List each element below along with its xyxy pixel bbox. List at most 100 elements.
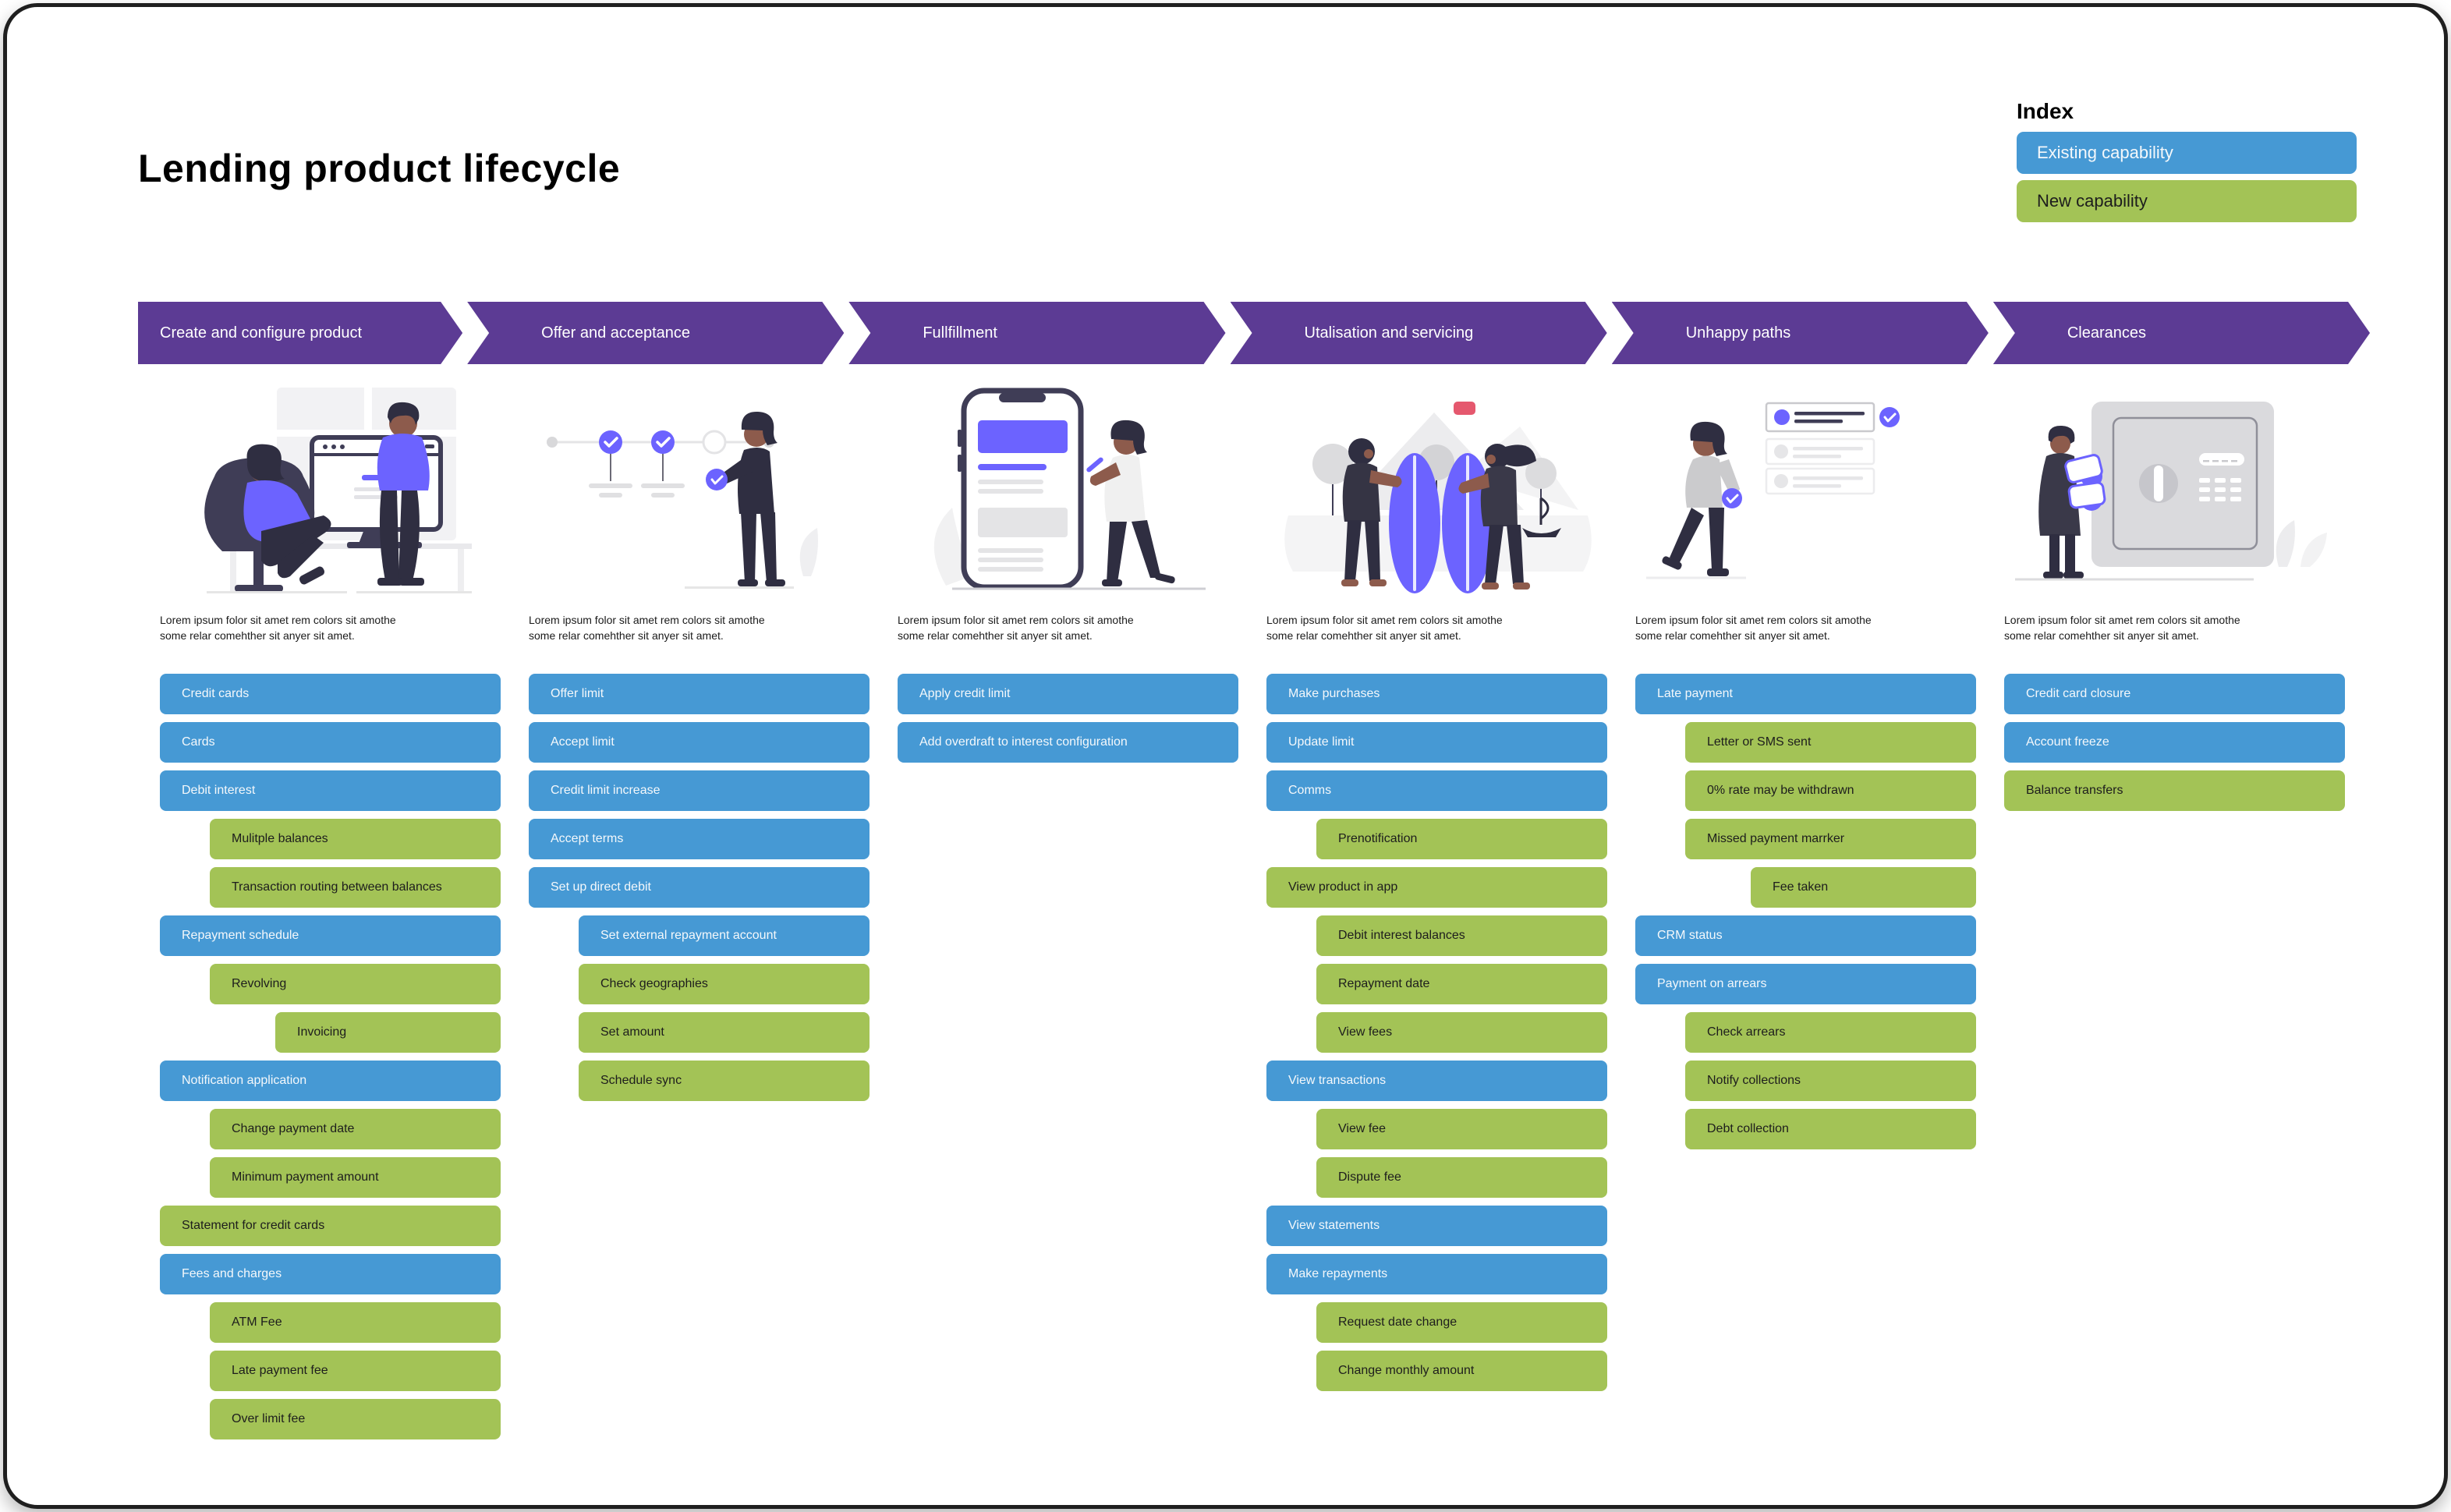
capability-box: Revolving bbox=[210, 964, 501, 1004]
phase-column-offer-acceptance: Lorem ipsum folor sit amet rem colors si… bbox=[529, 381, 870, 1439]
person-at-giant-phone-illustration bbox=[898, 381, 1238, 600]
phase-description: Lorem ipsum folor sit amet rem colors si… bbox=[529, 614, 765, 642]
person-with-timeline-checkpoints-illustration bbox=[529, 381, 870, 600]
capability-list: Apply credit limit Add overdraft to inter… bbox=[898, 674, 1238, 763]
capability-list: Offer limit Accept limit Credit limit incr… bbox=[529, 674, 870, 1101]
phase-description: Lorem ipsum folor sit amet rem colors si… bbox=[898, 614, 1134, 642]
capability-box: View product in app bbox=[1266, 867, 1607, 908]
phase-column-create-configure: Lorem ipsum folor sit amet rem colors si… bbox=[160, 381, 501, 1439]
index-legend-title: Index bbox=[2017, 99, 2074, 123]
capability-box: Debit interest balances bbox=[1316, 915, 1607, 956]
person-with-checklist-illustration bbox=[1635, 381, 1976, 600]
capability-box: Notification application bbox=[160, 1061, 501, 1101]
capability-box: Make purchases bbox=[1266, 674, 1607, 714]
phase-column-utilisation-servicing: Lorem ipsum folor sit amet rem colors si… bbox=[1266, 381, 1607, 1439]
index-legend: Index Existing capability New capability bbox=[2017, 99, 2357, 228]
capability-box: View transactions bbox=[1266, 1061, 1607, 1101]
phase-band: Create and configure product Offer and a… bbox=[138, 302, 2370, 364]
phase-label: Unhappy paths bbox=[1685, 324, 1791, 342]
phase-label: Utalisation and servicing bbox=[1304, 324, 1474, 342]
capability-box: Accept limit bbox=[529, 722, 870, 763]
capability-box: Debt collection bbox=[1685, 1109, 1976, 1149]
diagram-canvas: Lending product lifecycle Index Existing… bbox=[3, 3, 2448, 1509]
phase-label: Fullfillment bbox=[923, 324, 997, 342]
capability-box: Cards bbox=[160, 722, 501, 763]
phase-header-offer-acceptance: Offer and acceptance bbox=[467, 302, 844, 364]
two-people-at-computer-illustration bbox=[160, 381, 501, 600]
capability-list: Late payment Letter or SMS sent 0% rate ma… bbox=[1635, 674, 1976, 1149]
legend-existing-capability: Existing capability bbox=[2017, 132, 2357, 174]
phase-description: Lorem ipsum folor sit amet rem colors si… bbox=[1635, 614, 1872, 642]
capability-box: Check geographies bbox=[579, 964, 870, 1004]
capability-box: Minimum payment amount bbox=[210, 1157, 501, 1198]
phase-header-fulfillment: Fullfillment bbox=[848, 302, 1225, 364]
phase-columns: Lorem ipsum folor sit amet rem colors si… bbox=[160, 381, 2345, 1439]
person-at-safe-illustration bbox=[2004, 381, 2345, 600]
capability-box: View fees bbox=[1316, 1012, 1607, 1053]
capability-box: Repayment schedule bbox=[160, 915, 501, 956]
capability-box: Debit interest bbox=[160, 770, 501, 811]
phase-label: Offer and acceptance bbox=[541, 324, 691, 342]
phase-description: Lorem ipsum folor sit amet rem colors si… bbox=[160, 614, 396, 642]
capability-box: Letter or SMS sent bbox=[1685, 722, 1976, 763]
capability-box: Prenotification bbox=[1316, 819, 1607, 859]
capability-box: Accept terms bbox=[529, 819, 870, 859]
phase-description: Lorem ipsum folor sit amet rem colors si… bbox=[2004, 614, 2240, 642]
phase-header-clearances: Clearances bbox=[1993, 302, 2370, 364]
phase-column-fulfillment: Lorem ipsum folor sit amet rem colors si… bbox=[898, 381, 1238, 1439]
capability-box: Payment on arrears bbox=[1635, 964, 1976, 1004]
capability-box: Set external repayment account bbox=[579, 915, 870, 956]
capability-box: Dispute fee bbox=[1316, 1157, 1607, 1198]
capability-box: View statements bbox=[1266, 1206, 1607, 1246]
phase-header-utilisation-servicing: Utalisation and servicing bbox=[1231, 302, 1607, 364]
people-with-surfboards-illustration bbox=[1266, 381, 1607, 600]
capability-box: Change payment date bbox=[210, 1109, 501, 1149]
capability-box: Request date change bbox=[1316, 1302, 1607, 1343]
phase-header-create-configure: Create and configure product bbox=[138, 302, 462, 364]
capability-box: Missed payment marrker bbox=[1685, 819, 1976, 859]
capability-box: Account freeze bbox=[2004, 722, 2345, 763]
capability-box: Make repayments bbox=[1266, 1254, 1607, 1294]
phase-description: Lorem ipsum folor sit amet rem colors si… bbox=[1266, 614, 1503, 642]
capability-box: Change monthly amount bbox=[1316, 1351, 1607, 1391]
capability-box: Over limit fee bbox=[210, 1399, 501, 1439]
capability-box: CRM status bbox=[1635, 915, 1976, 956]
capability-box: Credit limit increase bbox=[529, 770, 870, 811]
capability-box: Late payment fee bbox=[210, 1351, 501, 1391]
capability-list: Credit cards Cards Debit interest Mulitple … bbox=[160, 674, 501, 1439]
capability-box: Credit card closure bbox=[2004, 674, 2345, 714]
capability-box: Check arrears bbox=[1685, 1012, 1976, 1053]
capability-box: Fee taken bbox=[1751, 867, 1976, 908]
page-title: Lending product lifecycle bbox=[138, 147, 621, 190]
capability-box: Comms bbox=[1266, 770, 1607, 811]
capability-list: Make purchases Update limit Comms Prenotifi… bbox=[1266, 674, 1607, 1391]
capability-box: Balance transfers bbox=[2004, 770, 2345, 811]
capability-box: 0% rate may be withdrawn bbox=[1685, 770, 1976, 811]
capability-list: Credit card closure Account freeze Balance… bbox=[2004, 674, 2345, 811]
capability-box: Set up direct debit bbox=[529, 867, 870, 908]
capability-box: Statement for credit cards bbox=[160, 1206, 501, 1246]
phase-label: Create and configure product bbox=[160, 324, 363, 342]
capability-box: Apply credit limit bbox=[898, 674, 1238, 714]
phase-column-unhappy-paths: Lorem ipsum folor sit amet rem colors si… bbox=[1635, 381, 1976, 1439]
phase-label: Clearances bbox=[2067, 324, 2147, 342]
capability-box: Offer limit bbox=[529, 674, 870, 714]
capability-box: Late payment bbox=[1635, 674, 1976, 714]
capability-box: Invoicing bbox=[275, 1012, 501, 1053]
capability-box: Transaction routing between balances bbox=[210, 867, 501, 908]
phase-column-clearances: Lorem ipsum folor sit amet rem colors si… bbox=[2004, 381, 2345, 1439]
capability-box: Credit cards bbox=[160, 674, 501, 714]
capability-box: Add overdraft to interest configuration bbox=[898, 722, 1238, 763]
capability-box: Update limit bbox=[1266, 722, 1607, 763]
phase-header-unhappy-paths: Unhappy paths bbox=[1612, 302, 1989, 364]
capability-box: ATM Fee bbox=[210, 1302, 501, 1343]
legend-new-capability: New capability bbox=[2017, 180, 2357, 222]
capability-box: Mulitple balances bbox=[210, 819, 501, 859]
capability-box: Set amount bbox=[579, 1012, 870, 1053]
capability-box: Fees and charges bbox=[160, 1254, 501, 1294]
capability-box: Repayment date bbox=[1316, 964, 1607, 1004]
capability-box: Notify collections bbox=[1685, 1061, 1976, 1101]
capability-box: Schedule sync bbox=[579, 1061, 870, 1101]
capability-box: View fee bbox=[1316, 1109, 1607, 1149]
